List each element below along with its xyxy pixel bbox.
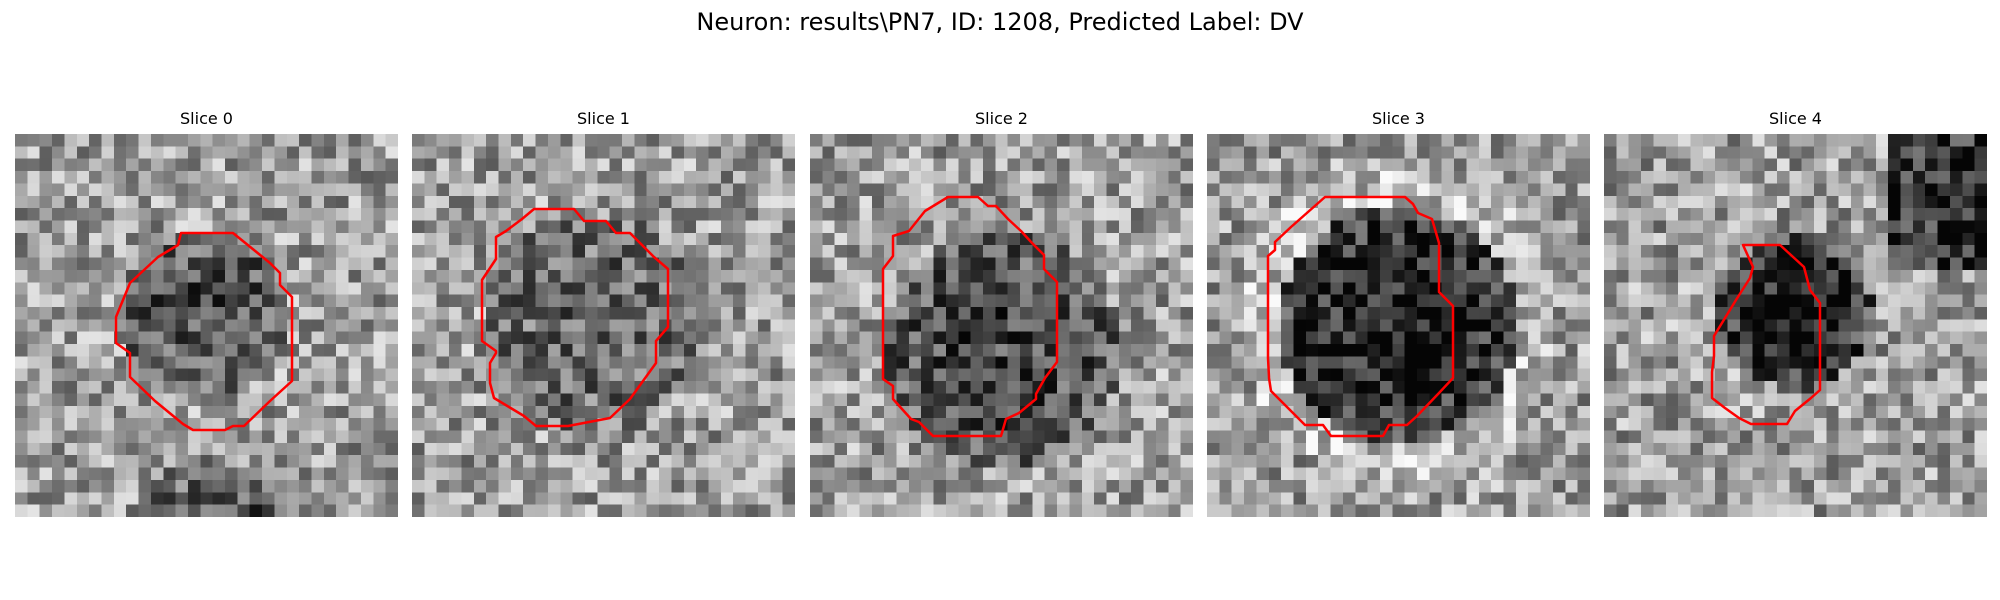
slice-2-outline <box>881 195 1059 438</box>
slice-4-image <box>1604 134 1987 517</box>
slice-1-contour <box>480 207 670 428</box>
slice-2-pixels <box>810 134 1193 517</box>
slice-0-contour <box>114 231 294 432</box>
slice-1-image <box>412 134 795 517</box>
slice-1-outline <box>480 207 670 428</box>
slice-2-title: Slice 2 <box>975 109 1028 128</box>
slice-0-image <box>15 134 398 517</box>
slice-0-pixels <box>15 134 398 517</box>
slice-3-outline <box>1266 195 1455 438</box>
slice-2-image <box>810 134 1193 517</box>
slice-3-contour <box>1266 195 1455 438</box>
slice-1-title: Slice 1 <box>577 109 630 128</box>
slice-4-title: Slice 4 <box>1769 109 1822 128</box>
slice-1-pixels <box>412 134 795 517</box>
slice-2-contour <box>881 195 1059 438</box>
slice-0-outline <box>114 231 294 432</box>
slice-0-title: Slice 0 <box>180 109 233 128</box>
slice-4-pixels <box>1604 134 1987 517</box>
figure-suptitle: Neuron: results\PN7, ID: 1208, Predicted… <box>696 8 1304 36</box>
slice-3-title: Slice 3 <box>1372 109 1425 128</box>
slice-4-contour <box>1710 243 1822 426</box>
slice-4-outline <box>1710 243 1822 426</box>
slice-3-image <box>1207 134 1590 517</box>
